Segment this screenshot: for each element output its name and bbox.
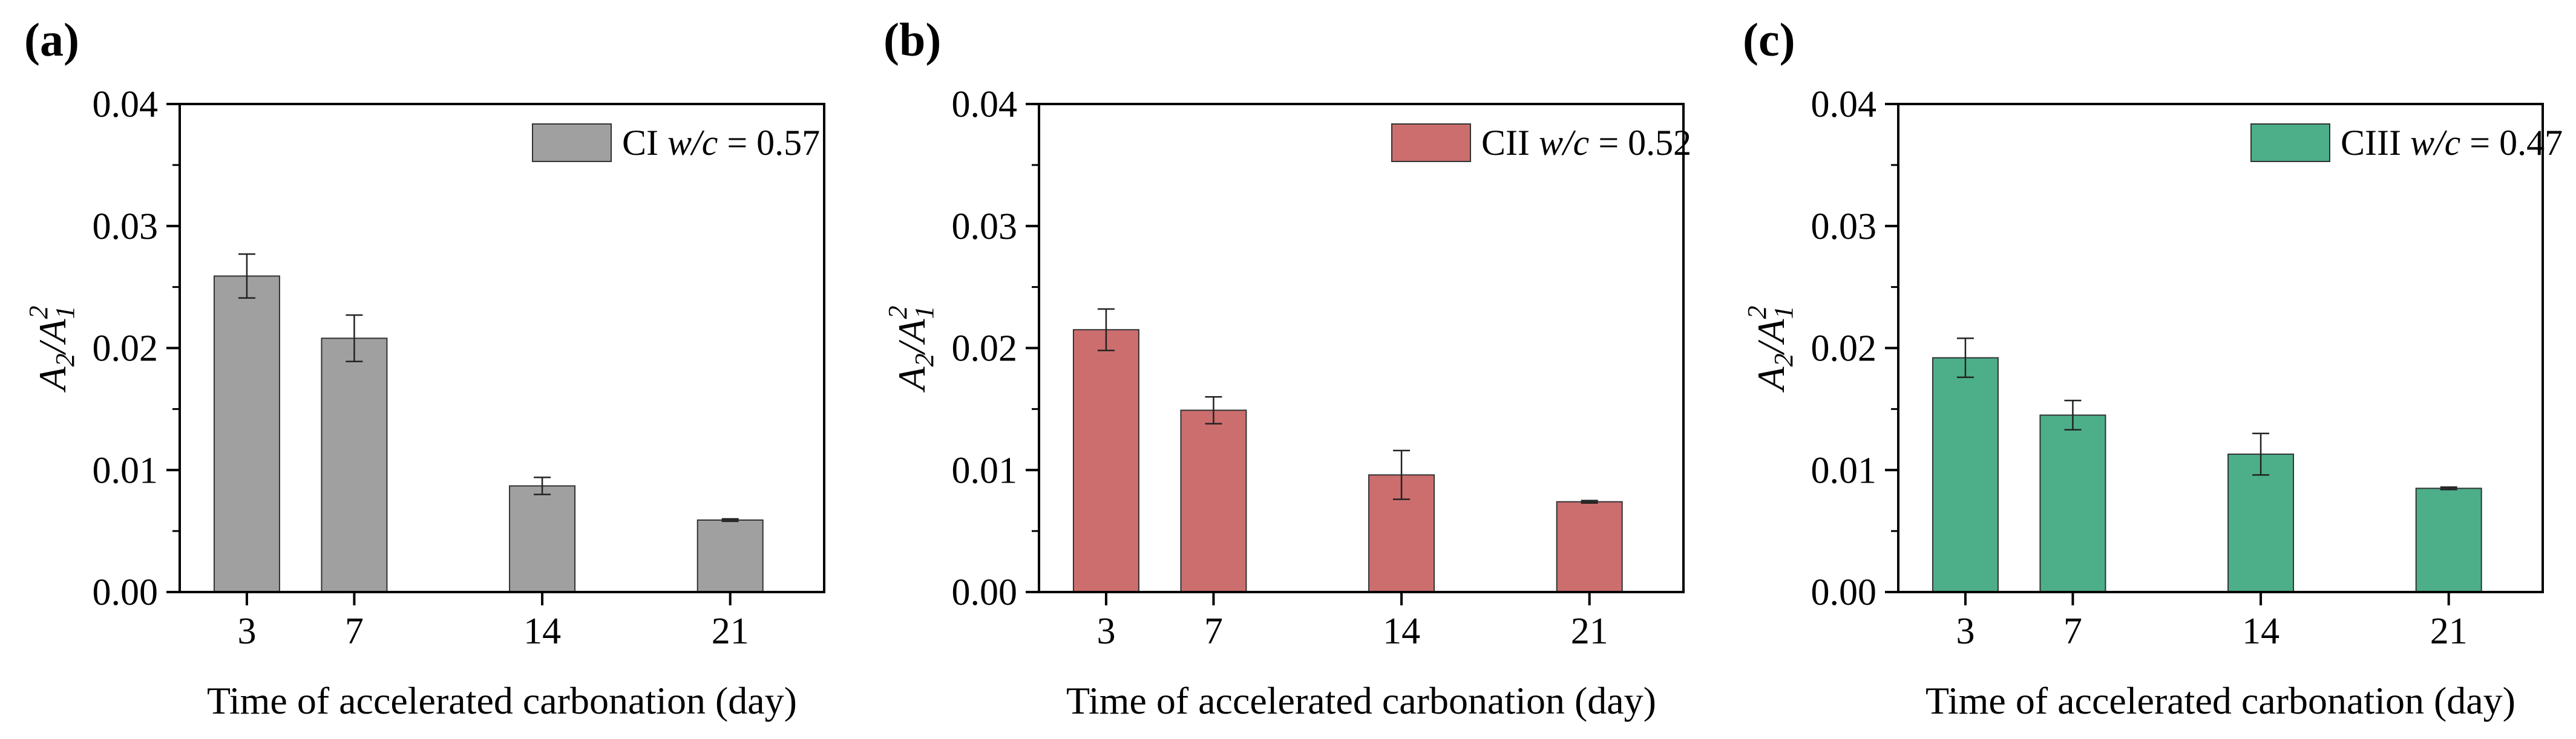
y-axis-title-superscript: 2 (883, 306, 913, 319)
y-axis-title-base: A (1749, 366, 1792, 392)
y-axis-title-subscript: 1 (909, 306, 939, 319)
y-tick-label: 0.01 (93, 450, 159, 491)
legend-swatch (2250, 123, 2330, 162)
legend-label: CI w/c = 0.57 (622, 123, 820, 163)
y-axis-title-base: A (890, 366, 933, 392)
y-tick-label: 0.03 (1811, 206, 1877, 247)
x-tick-label: 14 (2242, 611, 2279, 652)
x-tick-label: 3 (1096, 611, 1115, 652)
y-tick-label: 0.00 (952, 572, 1018, 613)
y-tick-label: 0.04 (952, 84, 1018, 125)
bar (1180, 409, 1247, 593)
bar (2415, 487, 2482, 593)
bar (1556, 501, 1623, 593)
legend-swatch (532, 123, 612, 162)
legend-label: CIII w/c = 0.47 (2341, 123, 2563, 163)
y-axis-title-subscript: 2 (50, 353, 80, 366)
y-axis-title: A2/A12 (883, 306, 939, 393)
y-tick-label: 0.00 (93, 572, 159, 613)
y-axis-title-subscript: 2 (1769, 353, 1798, 366)
y-axis-title-superscript: 2 (1742, 306, 1772, 319)
x-axis-title: Time of accelerated carbonation (day) (207, 679, 797, 722)
bar (213, 275, 280, 593)
y-tick-label: 0.01 (952, 450, 1018, 491)
x-tick-label: 3 (1956, 611, 1975, 652)
y-axis-title-base: A (31, 366, 74, 392)
x-tick-label: 7 (2063, 611, 2082, 652)
x-tick-label: 3 (237, 611, 256, 652)
panel-label: (a) (24, 13, 79, 66)
y-tick-label: 0.01 (1811, 450, 1877, 491)
legend-label-italic: w/c (2410, 123, 2460, 163)
legend-label-italic: w/c (667, 123, 718, 163)
y-axis-title-base: A (890, 319, 933, 345)
y-tick-label: 0.04 (1811, 84, 1877, 125)
x-axis-title: Time of accelerated carbonation (day) (1066, 679, 1656, 722)
x-tick-label: 21 (712, 611, 749, 652)
y-tick-label: 0.04 (93, 84, 159, 125)
y-axis-title: A2/A12 (1742, 306, 1798, 393)
legend-label: CII w/c = 0.52 (1481, 123, 1691, 163)
panel-label: (b) (883, 13, 941, 66)
y-axis-title-subscript: 2 (909, 353, 939, 366)
y-tick-label: 0.00 (1811, 572, 1877, 613)
y-axis-title-subscript: 1 (50, 306, 80, 319)
legend-swatch (1391, 123, 1471, 162)
bar (1932, 357, 1999, 593)
bar (2227, 454, 2295, 593)
legend-label-suffix: = 0.52 (1589, 123, 1691, 163)
x-tick-label: 7 (345, 611, 364, 652)
bar (1072, 329, 1139, 593)
y-axis-title-superscript: 2 (24, 306, 53, 319)
x-tick-label: 21 (2430, 611, 2468, 652)
bar (321, 337, 388, 593)
legend-label-prefix: CIII (2341, 123, 2410, 163)
bar (2039, 414, 2106, 593)
y-tick-label: 0.02 (1811, 328, 1877, 370)
panel-label: (c) (1743, 13, 1795, 66)
y-axis-title-subscript: 1 (1769, 306, 1798, 319)
y-tick-label: 0.03 (952, 206, 1018, 247)
y-axis-title: A2/A12 (24, 306, 80, 393)
x-tick-label: 14 (1383, 611, 1420, 652)
legend-label-prefix: CI (622, 123, 667, 163)
x-tick-label: 14 (523, 611, 561, 652)
bar (696, 519, 764, 593)
legend-label-italic: w/c (1539, 123, 1589, 163)
y-tick-label: 0.02 (93, 328, 159, 370)
bar (509, 485, 576, 593)
x-axis-title: Time of accelerated carbonation (day) (1925, 679, 2515, 722)
legend-label-prefix: CII (1481, 123, 1539, 163)
x-tick-label: 7 (1204, 611, 1223, 652)
y-tick-label: 0.03 (93, 206, 159, 247)
y-axis-title-base: A (31, 319, 74, 345)
legend-label-suffix: = 0.57 (718, 123, 820, 163)
y-tick-label: 0.02 (952, 328, 1018, 370)
legend-label-suffix: = 0.47 (2460, 123, 2563, 163)
x-tick-label: 21 (1571, 611, 1608, 652)
y-axis-title-base: A (1749, 319, 1792, 345)
